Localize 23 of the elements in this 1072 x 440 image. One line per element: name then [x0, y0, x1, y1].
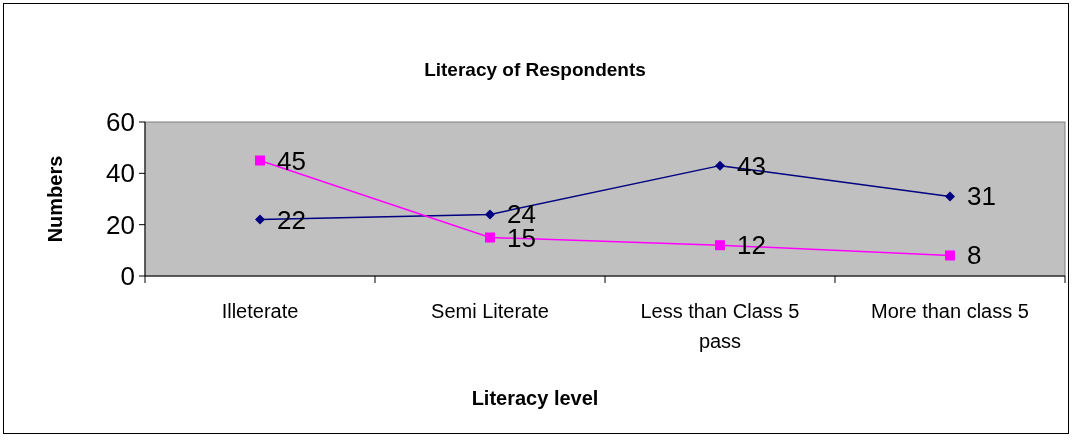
point — [945, 191, 955, 202]
point — [485, 232, 495, 243]
x-tick-label: Semi Literate — [431, 300, 549, 322]
x-axis-title: Literacy level — [471, 387, 599, 409]
y-tick-label: 20 — [106, 209, 135, 240]
y-tick-label: 60 — [106, 107, 135, 138]
point — [945, 250, 955, 261]
x-tick-label: Less than Class 5 pass — [640, 300, 800, 352]
data-label: 31 — [967, 181, 996, 212]
point — [255, 214, 265, 225]
x-tick-label: Illeterate — [221, 300, 299, 322]
point — [715, 240, 725, 251]
point — [255, 155, 265, 166]
x-tick-label: More than class 5 — [871, 300, 1029, 322]
y-axis-title: Numbers — [44, 155, 66, 243]
y-tick-label: 40 — [106, 158, 135, 189]
data-label: 45 — [277, 145, 306, 176]
y-tick-label: 0 — [120, 261, 135, 292]
point — [485, 209, 495, 220]
data-label: 8 — [967, 240, 982, 271]
data-label: 24 — [507, 199, 536, 230]
chart-title: Literacy of Respondents — [424, 59, 646, 80]
point — [715, 160, 725, 171]
